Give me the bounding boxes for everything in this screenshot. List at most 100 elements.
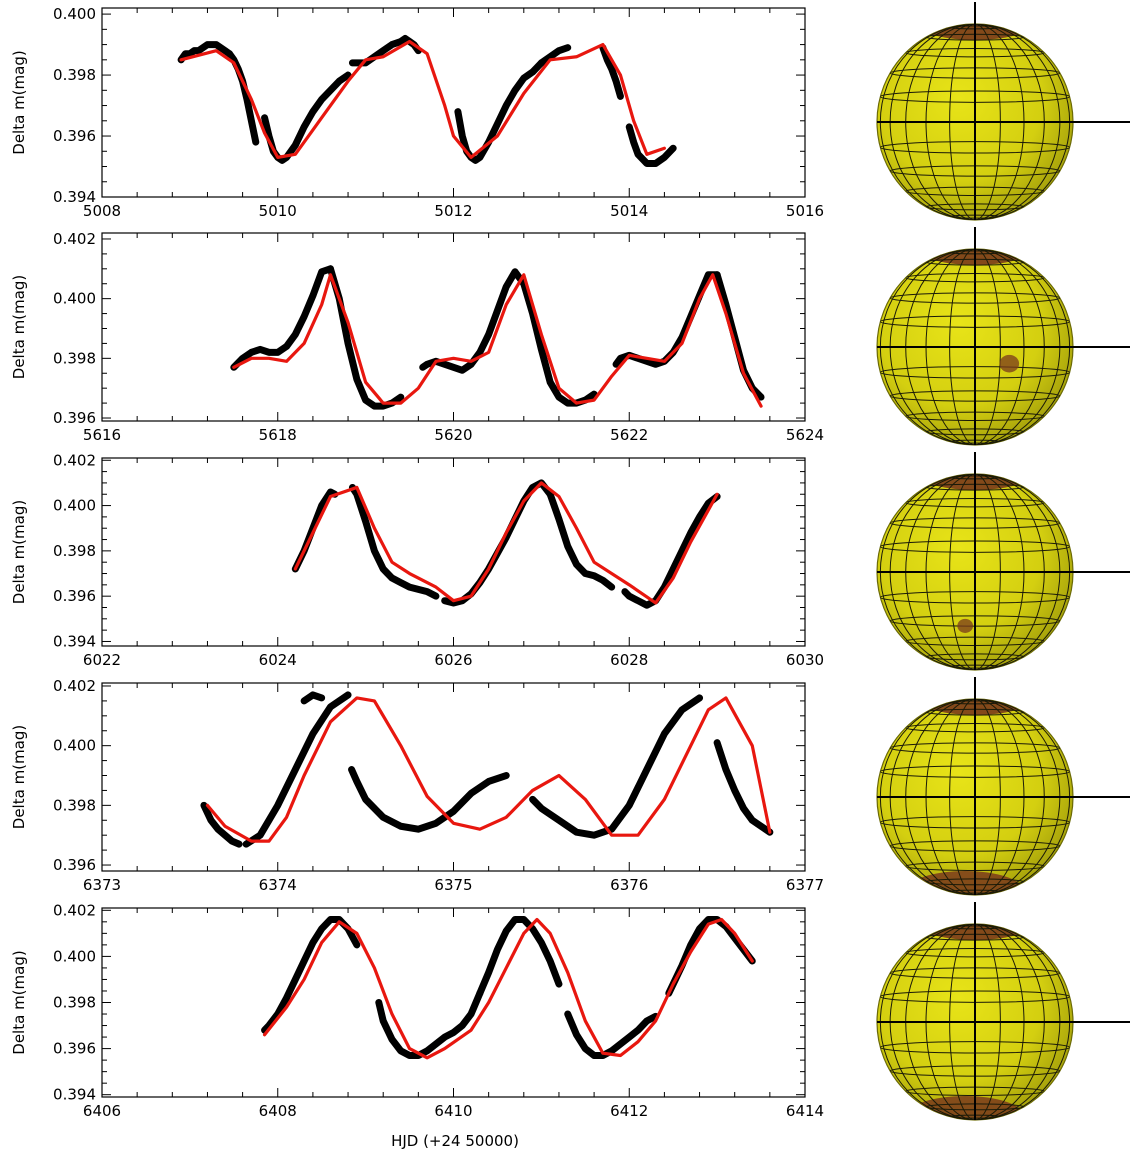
observation-segment — [625, 123, 677, 167]
x-tick-label: 5016 — [786, 202, 824, 220]
light-curve-panel: 6406 6408 6410 6412 6414 0.394 0.396 0.398 0.400… — [10, 901, 824, 1120]
x-tick-label: 6408 — [259, 1102, 297, 1120]
y-axis-label: Delta m(mag) — [10, 725, 28, 829]
star-spot-models — [876, 2, 1130, 1121]
light-curve-panel: 6022 6024 6026 6028 6030 0.394 0.396 0.398 0.400… — [10, 451, 824, 669]
y-tick-label: 0.402 — [53, 230, 96, 248]
observation-segment — [454, 59, 545, 164]
observation-segment — [375, 989, 484, 1060]
model-curve — [232, 273, 763, 408]
y-tick-label: 0.398 — [53, 994, 96, 1012]
observation-segment — [419, 268, 528, 374]
y-tick-label: 0.396 — [53, 409, 96, 427]
plot-frame — [101, 682, 806, 872]
star-model — [876, 452, 1130, 671]
x-tick-label: 6024 — [259, 651, 297, 669]
x-tick-label: 6414 — [786, 1102, 824, 1120]
x-tick-label: 6030 — [786, 651, 824, 669]
model-curve — [262, 917, 754, 1060]
star-spot — [999, 354, 1020, 373]
y-tick-label: 0.398 — [53, 796, 96, 814]
y-axis-label: Delta m(mag) — [10, 500, 28, 604]
y-tick-label: 0.402 — [53, 451, 96, 469]
observation-segment — [665, 916, 756, 997]
y-tick-label: 0.398 — [53, 66, 96, 84]
x-tick-label: 6022 — [83, 651, 121, 669]
x-tick-label: 6412 — [610, 1102, 648, 1120]
star-model — [876, 227, 1130, 446]
observation-segment — [230, 265, 334, 371]
star-spot — [957, 618, 974, 633]
y-tick-label: 0.402 — [53, 677, 96, 695]
y-tick-label: 0.398 — [53, 542, 96, 560]
y-tick-label: 0.400 — [53, 290, 96, 308]
x-tick-label: 6410 — [434, 1102, 472, 1120]
x-tick-label: 6376 — [610, 876, 648, 894]
observation-segment — [261, 916, 361, 1034]
observation-segment — [326, 265, 405, 410]
plot-frame — [101, 457, 806, 647]
y-axis-label: Delta m(mag) — [10, 275, 28, 379]
model-curve — [293, 481, 719, 605]
star-model — [876, 2, 1130, 221]
observation-segment — [564, 1010, 660, 1060]
light-curve-panel: 5616 5618 5620 5622 5624 0.396 0.398 0.400 0.402… — [10, 230, 824, 444]
y-tick-label: 0.394 — [53, 1086, 96, 1104]
x-tick-label: 6373 — [83, 876, 121, 894]
x-tick-label: 6406 — [83, 1102, 121, 1120]
star-model — [876, 902, 1130, 1121]
star-model — [876, 677, 1130, 896]
y-axis-label: Delta m(mag) — [10, 950, 28, 1054]
observation-segment — [261, 71, 352, 164]
observation-segment — [537, 44, 572, 67]
y-tick-label: 0.400 — [53, 947, 96, 965]
x-tick-label: 6028 — [610, 651, 648, 669]
x-tick-label: 5616 — [83, 426, 121, 444]
model-curve — [179, 39, 667, 159]
observation-segment — [529, 694, 704, 839]
observation-segment — [300, 691, 326, 705]
y-tick-label: 0.402 — [53, 901, 96, 919]
y-axis-label: Delta m(mag) — [10, 50, 28, 154]
model-curve — [205, 696, 772, 843]
x-tick-label: 6374 — [259, 876, 297, 894]
polar-spot-south — [906, 1096, 1024, 1120]
plot-frame — [101, 232, 806, 422]
y-tick-label: 0.396 — [53, 1040, 96, 1058]
light-curve-panel: 6373 6374 6375 6376 6377 0.396 0.398 0.400 0.402… — [10, 677, 824, 894]
x-tick-label: 5620 — [434, 426, 472, 444]
observation-segment — [546, 490, 616, 591]
y-tick-label: 0.400 — [53, 497, 96, 515]
x-axis-label: HJD (+24 50000) — [391, 1132, 519, 1150]
x-tick-label: 5014 — [610, 202, 648, 220]
observation-segment — [476, 916, 563, 997]
observation-segment — [599, 44, 624, 100]
x-tick-label: 5624 — [786, 426, 824, 444]
y-tick-label: 0.396 — [53, 587, 96, 605]
observation-segment — [713, 271, 765, 401]
observation-segment — [713, 739, 774, 836]
y-tick-label: 0.396 — [53, 856, 96, 874]
y-tick-label: 0.396 — [53, 127, 96, 145]
x-tick-label: 5622 — [610, 426, 648, 444]
y-tick-label: 0.398 — [53, 349, 96, 367]
y-tick-label: 0.400 — [53, 5, 96, 23]
y-tick-label: 0.400 — [53, 737, 96, 755]
polar-spot-south — [906, 871, 1024, 895]
observation-segment — [441, 479, 554, 607]
light-curve-panels: 5008 5010 5012 5014 5016 0.394 0.396 0.398 0.400… — [10, 5, 824, 1120]
plot-frame — [101, 7, 806, 198]
observation-segment — [242, 691, 352, 848]
x-tick-label: 6375 — [434, 876, 472, 894]
x-tick-label: 5008 — [83, 202, 121, 220]
light-curve-panel: 5008 5010 5012 5014 5016 0.394 0.396 0.398 0.400… — [10, 5, 824, 220]
x-tick-label: 5010 — [259, 202, 297, 220]
observation-segment — [177, 41, 233, 64]
x-tick-label: 5618 — [259, 426, 297, 444]
y-tick-label: 0.394 — [53, 632, 96, 650]
observation-segment — [621, 493, 721, 609]
x-tick-label: 6377 — [786, 876, 824, 894]
observation-segment — [348, 483, 440, 600]
observation-segment — [612, 271, 721, 368]
